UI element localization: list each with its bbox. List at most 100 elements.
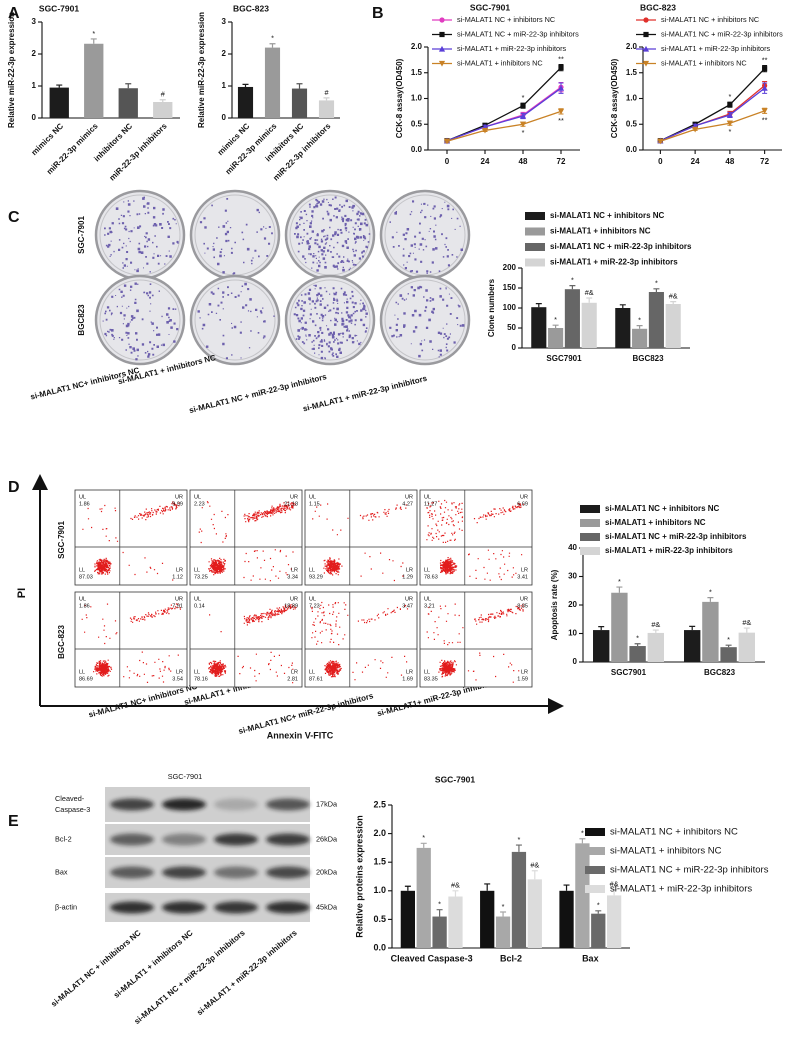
quadrant-name: LR — [291, 669, 298, 675]
plate-rim — [99, 279, 181, 361]
size-label: 17kDa — [316, 799, 338, 808]
y-tick-label: 1.0 — [411, 94, 423, 103]
x-tick-label: 72 — [557, 157, 566, 166]
size-label: 45kDa — [316, 902, 338, 911]
bar — [416, 847, 431, 948]
significance-mark: #& — [651, 620, 660, 629]
quadrant-value: 9.99 — [172, 501, 183, 507]
legend-label: si-MALAT1 + inhibitors NC — [661, 58, 747, 67]
legend-label: si-MALAT1 + inhibitors NC — [457, 58, 543, 67]
y-tick-label: 20 — [568, 600, 577, 609]
point — [726, 111, 733, 118]
panel-label: D — [8, 479, 20, 496]
point — [557, 85, 565, 91]
error-bar — [159, 99, 166, 102]
quadrant-value: 93.29 — [309, 574, 323, 580]
significance-mark: * — [636, 634, 639, 643]
error-bar — [500, 911, 507, 917]
point — [520, 103, 526, 109]
error-bar — [436, 909, 443, 917]
error-bar — [515, 844, 522, 852]
y-tick-label: 40 — [568, 543, 577, 552]
quadrant-name: LL — [79, 669, 85, 675]
y-tick-label: 2.0 — [373, 828, 386, 838]
bar — [647, 632, 664, 662]
legend-swatch — [525, 243, 545, 251]
events — [198, 501, 296, 582]
bar — [593, 630, 610, 662]
error-bar — [725, 644, 732, 648]
protein-label: Cleaved- — [55, 794, 85, 803]
error-bar — [242, 83, 249, 87]
band — [214, 833, 258, 846]
legend-label: si-MALAT1 NC + miR-22-3p inhibitors — [610, 865, 769, 876]
row-label: BGC823 — [77, 304, 86, 336]
quadrant-name: UR — [520, 596, 528, 602]
legend-label: si-MALAT1 NC + miR-22-3p inhibitors — [661, 29, 783, 38]
series-line — [446, 110, 562, 142]
row-label: BGC-823 — [57, 625, 66, 659]
quadrant-name: LR — [406, 669, 413, 675]
error-bar — [743, 627, 750, 633]
bar — [84, 43, 104, 119]
error-bar — [269, 43, 276, 48]
error-bar — [552, 324, 559, 328]
legend-label: si-MALAT1 NC + inhibitors NC — [610, 827, 738, 838]
y-axis-label: CCK-8 assay(OD450) — [610, 58, 619, 138]
significance-mark: * — [709, 588, 712, 597]
quadrant-name: UR — [175, 596, 183, 602]
events — [82, 501, 180, 581]
chart-title: SGC-7901 — [435, 774, 475, 784]
quadrant-name: LL — [309, 669, 315, 675]
quadrant-value: 7.91 — [172, 603, 183, 609]
band — [214, 901, 258, 914]
significance-mark: ** — [558, 54, 564, 63]
blot-title: SGC-7901 — [168, 772, 202, 781]
chart-title: SGC-7901 — [470, 2, 510, 12]
significance-mark: * — [571, 276, 574, 285]
plate-rim — [384, 279, 466, 361]
legend-label: si-MALAT1 + inhibitors NC — [605, 518, 706, 527]
legend-marker — [439, 31, 445, 38]
y-axis-label: Apoptosis rate (%) — [550, 569, 559, 640]
quadrant-value: 3.47 — [402, 603, 413, 609]
significance-mark: #& — [610, 880, 619, 889]
legend-marker — [642, 45, 650, 52]
plate — [94, 274, 186, 366]
y-tick-label: 0.0 — [373, 942, 386, 952]
point — [727, 102, 733, 108]
colonies — [294, 196, 371, 272]
flow-plot — [419, 591, 533, 688]
bar — [575, 843, 590, 948]
significance-mark: ** — [762, 55, 768, 64]
legend-swatch — [585, 885, 605, 893]
y-axis-label: Relative miR-22-3p expression — [197, 12, 206, 128]
quadrant-value: 3.21 — [424, 603, 435, 609]
point — [481, 127, 489, 134]
lane-label: si-MALAT1 NC + inhibitors NC — [49, 928, 143, 1009]
error-bar — [586, 297, 593, 303]
quadrant-value: 3.41 — [517, 574, 528, 580]
row-label: SGC-7901 — [77, 216, 86, 254]
quadrant-value: 1.59 — [517, 676, 528, 682]
quadrant-name: UL — [309, 494, 316, 500]
y-tick-label: 3 — [222, 17, 227, 26]
bar — [632, 328, 648, 348]
y-tick-label: 0 — [32, 113, 37, 122]
legend-label: si-MALAT1 NC + miR-22-3p inhibitors — [605, 532, 747, 541]
y-tick-label: 0.5 — [411, 119, 423, 128]
band — [110, 866, 154, 879]
error-bar — [404, 885, 411, 891]
y-axis-label: Clone numbers — [487, 278, 496, 337]
panel-label: E — [8, 813, 19, 830]
legend-marker — [439, 17, 445, 23]
error-bar — [579, 838, 586, 844]
flow-plot — [74, 591, 188, 688]
y-tick-label: 0.0 — [411, 145, 423, 154]
bar — [606, 895, 622, 948]
quadrant-value: 0.14 — [194, 603, 205, 609]
point — [726, 120, 733, 127]
quadrant-name: UL — [194, 494, 201, 500]
error-bar — [531, 870, 538, 880]
error-bar — [484, 883, 491, 891]
